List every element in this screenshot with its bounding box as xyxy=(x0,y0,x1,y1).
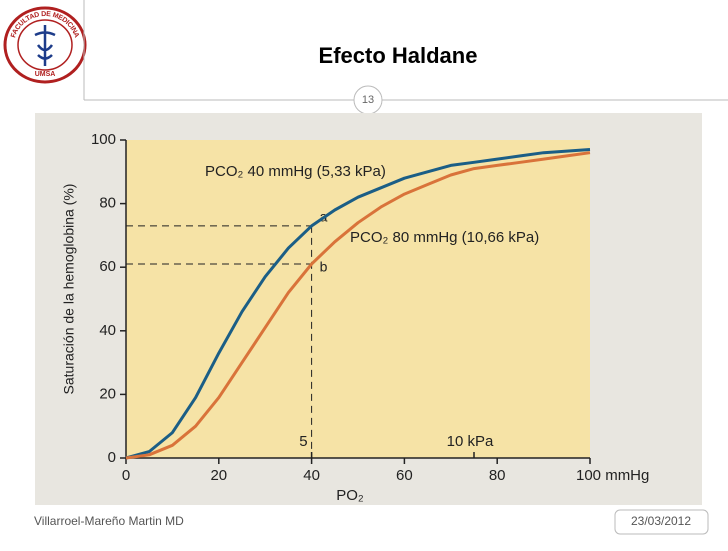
annotation: b xyxy=(320,259,328,275)
y-tick-label: 60 xyxy=(99,258,116,275)
footer: Villarroel-Mareño Martin MD xyxy=(34,514,184,528)
logo: FACULTAD DE MEDICINA UMSA xyxy=(3,6,87,84)
page-number: 13 xyxy=(362,94,374,106)
series-label: PCO₂ 40 mmHg (5,33 kPa) xyxy=(205,163,386,180)
x-tick-label: 80 xyxy=(489,467,506,484)
logo-text: UMSA xyxy=(35,71,56,78)
series-label: PCO₂ 80 mmHg (10,66 kPa) xyxy=(350,229,539,246)
y-tick-label: 40 xyxy=(99,322,116,339)
y-tick-label: 0 xyxy=(108,449,116,466)
kpa-tick-label: 5 xyxy=(299,433,307,450)
y-tick-label: 80 xyxy=(99,195,116,212)
series-line xyxy=(125,148,591,460)
chart: 0 20 40 60 80 100 0 20 40 60 80 100 mmHg 5 10 kPa PO₂ S… xyxy=(61,131,650,504)
kpa-tick-label: 10 kPa xyxy=(447,433,494,450)
series-line xyxy=(125,151,591,460)
date: 23/03/2012 xyxy=(631,514,691,528)
x-tick-label: 100 mmHg xyxy=(576,467,649,484)
x-tick-label: 20 xyxy=(210,467,227,484)
plot-background xyxy=(126,140,590,458)
x-tick-label: 40 xyxy=(303,467,320,484)
x-tick-label: 0 xyxy=(122,467,130,484)
y-axis-label: Saturación de la hemoglobina (%) xyxy=(61,184,77,395)
y-tick-label: 100 xyxy=(91,131,116,148)
x-tick-label: 60 xyxy=(396,467,413,484)
x-axis-label: PO₂ xyxy=(336,487,364,504)
slide-title: Efecto Haldane xyxy=(319,43,478,68)
date-box xyxy=(614,509,709,535)
y-tick-label: 20 xyxy=(99,385,116,402)
